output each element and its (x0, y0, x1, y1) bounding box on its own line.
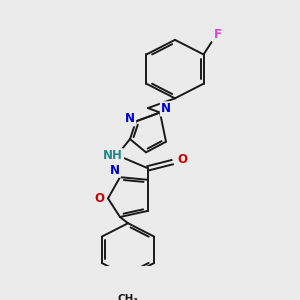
Text: F: F (214, 28, 222, 41)
Text: N: N (161, 103, 171, 116)
Text: NH: NH (103, 149, 123, 162)
Text: N: N (125, 112, 135, 125)
Text: N: N (110, 164, 120, 177)
Text: O: O (94, 192, 104, 205)
Text: O: O (177, 153, 187, 166)
Text: CH₃: CH₃ (118, 294, 139, 300)
